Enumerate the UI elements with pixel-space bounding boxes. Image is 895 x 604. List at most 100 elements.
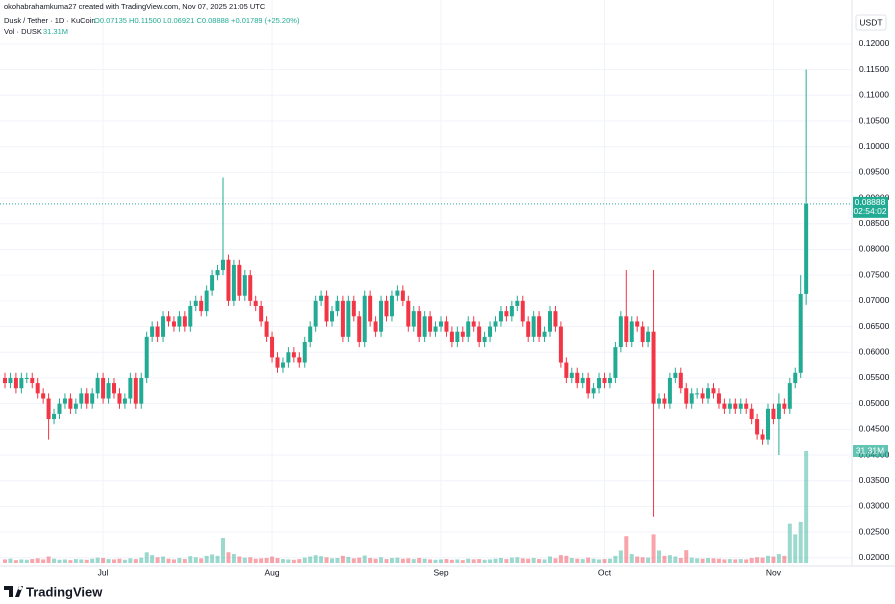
x-tick-label: Aug bbox=[264, 567, 279, 577]
currency-box bbox=[855, 14, 887, 31]
candle-body bbox=[84, 393, 89, 404]
candle-body bbox=[248, 275, 253, 301]
candle-body bbox=[733, 403, 738, 409]
volume-bar bbox=[259, 558, 264, 563]
volume-bar bbox=[95, 557, 100, 563]
candle-body bbox=[182, 316, 187, 327]
candle-body bbox=[101, 377, 106, 399]
candle-body bbox=[558, 326, 563, 363]
candle-body bbox=[57, 403, 62, 414]
volume-bar bbox=[291, 559, 296, 563]
volume-bar bbox=[684, 550, 689, 563]
volume-bar bbox=[280, 559, 285, 563]
volume-bar bbox=[335, 557, 340, 563]
volume-bar bbox=[161, 556, 166, 563]
candle-body bbox=[482, 336, 487, 342]
volume-bar bbox=[357, 557, 362, 563]
candle-body bbox=[41, 393, 46, 399]
candle-body bbox=[324, 295, 329, 322]
candle-body bbox=[210, 275, 215, 291]
volume-bar bbox=[231, 554, 236, 563]
y-tick-label: 0.03500 bbox=[859, 475, 890, 485]
volume-bar bbox=[362, 555, 367, 563]
candle-body bbox=[662, 398, 667, 404]
volume-bar bbox=[667, 555, 672, 563]
volume-bar bbox=[553, 558, 558, 563]
logo bbox=[4, 586, 23, 597]
candle-body bbox=[477, 326, 482, 342]
candle-body bbox=[242, 275, 247, 296]
volume-bar bbox=[368, 557, 373, 563]
y-tick-label: 0.08500 bbox=[859, 218, 890, 228]
candle-body bbox=[607, 377, 612, 384]
candle-body bbox=[624, 316, 629, 342]
candle-body bbox=[782, 403, 787, 409]
candle-body bbox=[466, 321, 471, 337]
volume-bar bbox=[509, 557, 514, 563]
volume-bar bbox=[52, 558, 57, 563]
candle-body bbox=[439, 321, 443, 327]
candle-body bbox=[771, 408, 776, 420]
candle-body bbox=[204, 290, 209, 312]
volume-bar bbox=[488, 559, 493, 563]
candle-body bbox=[362, 295, 367, 342]
candle-body bbox=[504, 311, 509, 317]
candle-body bbox=[384, 300, 389, 317]
volume-bar bbox=[199, 558, 204, 563]
volume-bar bbox=[68, 560, 73, 563]
candle-body bbox=[684, 388, 689, 404]
volume-bar bbox=[618, 550, 623, 563]
volume-bar bbox=[24, 559, 29, 563]
ohlc-legend: O0.07135 H0.11500 L0.06921 C0.08888 +0.0… bbox=[94, 16, 300, 25]
candle-body bbox=[139, 377, 144, 404]
candle-body bbox=[330, 311, 334, 322]
brand: TradingView bbox=[26, 584, 103, 599]
volume-bar bbox=[455, 559, 460, 563]
candle-body bbox=[79, 393, 84, 404]
volume-bar bbox=[766, 555, 770, 563]
volume-bar bbox=[569, 557, 574, 563]
candle-body bbox=[580, 377, 585, 384]
volume-legend: 31.31M bbox=[43, 27, 68, 36]
candle-body bbox=[509, 306, 514, 317]
candle-body bbox=[30, 377, 35, 384]
candle-body bbox=[597, 377, 602, 389]
volume-bar bbox=[19, 559, 24, 563]
volume-bar bbox=[542, 559, 547, 563]
volume-bar bbox=[804, 451, 809, 563]
volume-bar bbox=[793, 534, 798, 563]
volume-bar bbox=[498, 557, 503, 563]
candle-body bbox=[542, 331, 547, 337]
y-tick-label: 0.12000 bbox=[859, 38, 890, 48]
last-price-label: 0.08888 bbox=[855, 197, 886, 207]
y-tick-label: 0.06500 bbox=[859, 321, 890, 331]
volume-bar bbox=[613, 555, 618, 563]
candle-body bbox=[755, 419, 760, 435]
candle-body bbox=[117, 393, 122, 404]
candle-body bbox=[270, 336, 275, 358]
candle-body bbox=[722, 403, 727, 409]
candle-body bbox=[308, 326, 313, 342]
candle-body bbox=[8, 377, 13, 384]
volume-bar bbox=[297, 559, 302, 563]
volume-bar bbox=[346, 556, 351, 563]
candle-body bbox=[335, 300, 340, 312]
candle-body bbox=[68, 398, 73, 409]
candle-body bbox=[389, 295, 394, 317]
volume-bar bbox=[248, 557, 253, 563]
volume-bar bbox=[760, 557, 765, 563]
candle-body bbox=[591, 388, 596, 394]
countdown: 02:54:02 bbox=[853, 206, 886, 216]
volume-bar bbox=[275, 557, 280, 563]
x-tick-label: Sep bbox=[433, 567, 448, 577]
candle-body bbox=[657, 398, 661, 404]
volume-bar bbox=[782, 555, 787, 563]
candle-body bbox=[667, 377, 672, 404]
candle-body bbox=[319, 295, 324, 301]
candle-body bbox=[166, 316, 171, 322]
volume-bar bbox=[689, 557, 694, 563]
candle-body bbox=[24, 377, 29, 379]
x-tick-label: Oct bbox=[598, 567, 612, 577]
candle-body bbox=[73, 403, 78, 409]
